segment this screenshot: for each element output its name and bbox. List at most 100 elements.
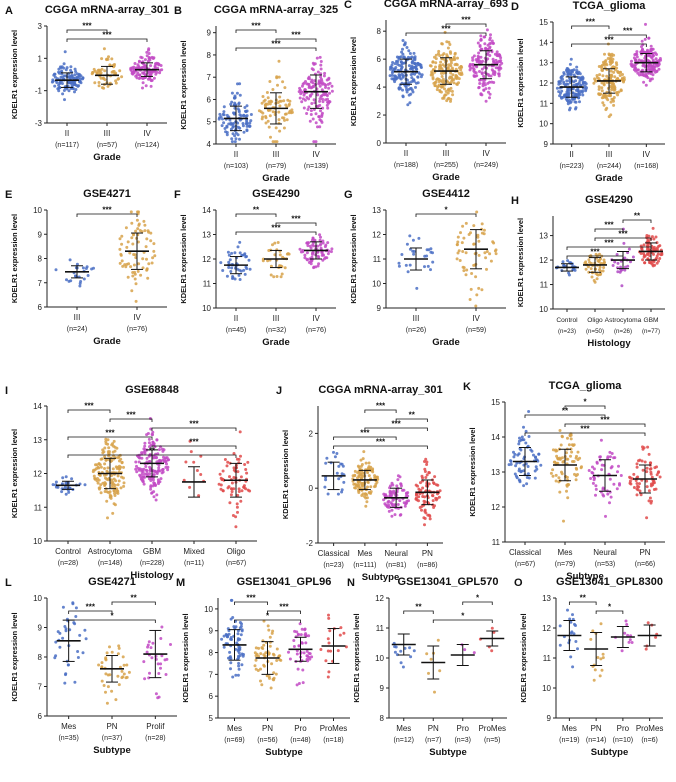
group-mes (557, 608, 582, 669)
data-point (425, 652, 429, 656)
data-point (497, 72, 501, 76)
data-point (100, 67, 104, 71)
data-point (237, 667, 241, 671)
data-point (61, 636, 65, 640)
data-point (118, 665, 122, 669)
y-tick-label: 13 (372, 206, 381, 215)
data-point (595, 273, 599, 276)
data-point (272, 653, 276, 657)
x-sample-size-label: (n=66) (635, 561, 655, 568)
significance-bracket: * (462, 594, 493, 605)
data-point (487, 90, 490, 94)
data-point (277, 59, 281, 63)
data-point (427, 471, 431, 475)
data-point (340, 472, 344, 476)
data-point (325, 456, 329, 460)
data-point (149, 84, 153, 88)
data-point (121, 675, 125, 679)
data-point (244, 468, 248, 471)
data-point (624, 619, 628, 623)
data-point (159, 662, 163, 666)
data-point (304, 634, 308, 638)
data-point (362, 450, 366, 454)
data-point (494, 66, 498, 70)
significance-label: *** (604, 36, 614, 45)
data-point (421, 476, 424, 480)
y-axis-label: KDELR1 expression level (10, 30, 19, 119)
data-point (471, 56, 475, 60)
data-point (651, 51, 655, 55)
data-point (429, 64, 433, 68)
data-point (597, 87, 601, 91)
data-point (475, 293, 479, 297)
data-point (439, 60, 443, 64)
data-point (295, 630, 299, 634)
data-point (266, 624, 270, 628)
data-point (449, 61, 453, 65)
data-point (257, 654, 260, 658)
group-pn (414, 457, 442, 527)
data-point (327, 77, 331, 81)
data-point (152, 495, 156, 499)
data-point (159, 637, 163, 640)
data-point (106, 84, 110, 88)
y-tick-label: 10 (539, 120, 548, 129)
data-point (257, 646, 261, 650)
y-tick-label: 13 (542, 594, 551, 603)
data-point (655, 261, 659, 265)
data-point (626, 264, 630, 268)
data-point (57, 83, 61, 87)
data-point (456, 56, 459, 60)
data-point (524, 441, 528, 445)
significance-bracket: *** (594, 221, 624, 232)
x-sample-size-label: (n=23) (558, 328, 576, 335)
data-point (464, 251, 468, 255)
group-ii (388, 39, 424, 107)
data-point (305, 251, 309, 255)
data-point (365, 500, 369, 504)
data-point (74, 70, 78, 73)
data-point (480, 67, 484, 71)
y-tick-label: 4 (377, 83, 382, 92)
data-point (602, 93, 606, 96)
data-point (364, 504, 368, 508)
data-point (407, 64, 411, 68)
data-point (92, 67, 96, 71)
data-point (428, 517, 432, 521)
data-point (159, 477, 163, 481)
significance-label: *** (291, 31, 301, 40)
data-point (574, 478, 578, 482)
data-point (134, 299, 138, 303)
data-point (565, 90, 569, 94)
x-sample-size-label: (n=86) (417, 562, 437, 569)
y-tick-label: 9 (207, 29, 212, 38)
x-sample-size-label: (n=111) (353, 562, 376, 569)
x-category-label: IV (133, 313, 141, 322)
data-point (433, 475, 437, 479)
data-point (647, 489, 651, 493)
data-point (448, 43, 452, 46)
data-point (161, 467, 165, 471)
data-point (278, 129, 282, 133)
data-point (277, 118, 281, 122)
data-point (635, 465, 639, 469)
significance-bracket: *** (571, 36, 647, 47)
data-point (612, 84, 616, 88)
data-point (111, 511, 115, 515)
data-point (648, 54, 652, 58)
data-point (577, 81, 581, 85)
data-point (131, 242, 135, 246)
y-axis-label: KDELR1 expression level (352, 613, 361, 702)
data-point (641, 64, 645, 68)
data-point (274, 126, 278, 130)
data-point (608, 56, 612, 60)
data-point (437, 80, 441, 84)
data-point (437, 49, 441, 53)
y-tick-label: 5 (207, 118, 212, 127)
data-point (222, 121, 226, 125)
data-point (598, 73, 602, 77)
data-point (399, 661, 403, 665)
data-point (387, 509, 391, 513)
data-point (306, 659, 310, 663)
data-point (326, 637, 330, 641)
